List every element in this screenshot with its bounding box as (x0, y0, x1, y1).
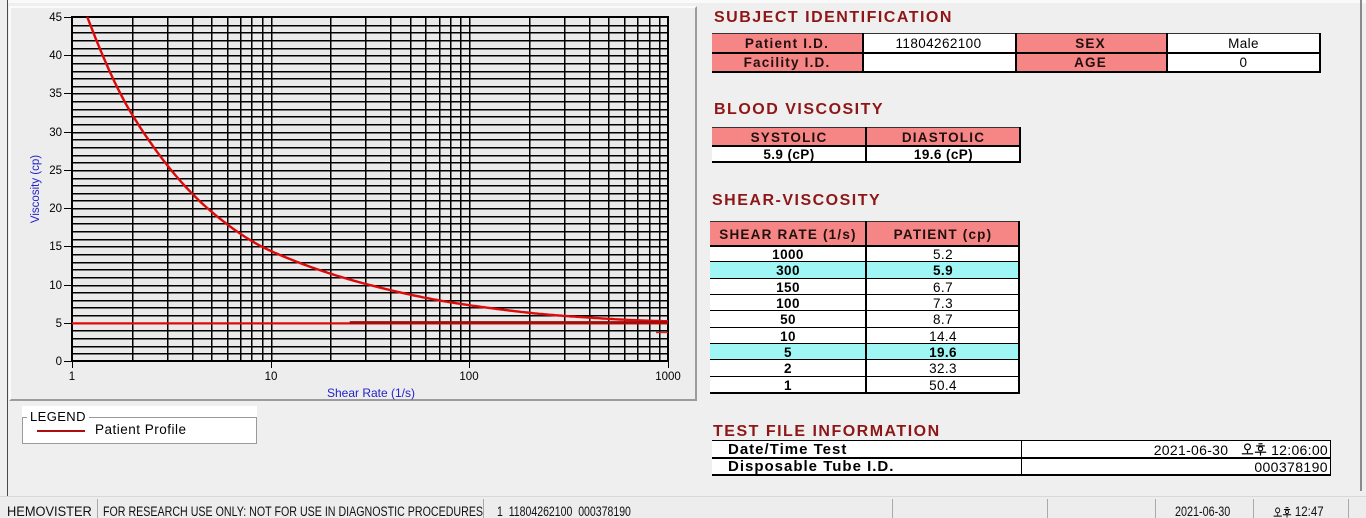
svg-text:40: 40 (49, 50, 62, 62)
svg-text:1000: 1000 (655, 371, 681, 383)
svg-text:Shear Rate (1/s): Shear Rate (1/s) (327, 386, 415, 400)
svg-text:0: 0 (56, 356, 62, 368)
svg-text:100: 100 (459, 371, 478, 383)
svg-text:45: 45 (49, 12, 62, 24)
svg-text:15: 15 (49, 241, 62, 253)
svg-text:30: 30 (49, 127, 62, 139)
svg-text:20: 20 (49, 203, 62, 215)
svg-text:5: 5 (56, 318, 62, 330)
svg-text:25: 25 (49, 165, 62, 177)
svg-text:10: 10 (265, 371, 278, 383)
svg-text:1: 1 (69, 371, 75, 383)
svg-text:10: 10 (49, 280, 62, 292)
svg-text:Viscosity (cp): Viscosity (cp) (30, 155, 42, 223)
svg-text:35: 35 (49, 88, 62, 100)
